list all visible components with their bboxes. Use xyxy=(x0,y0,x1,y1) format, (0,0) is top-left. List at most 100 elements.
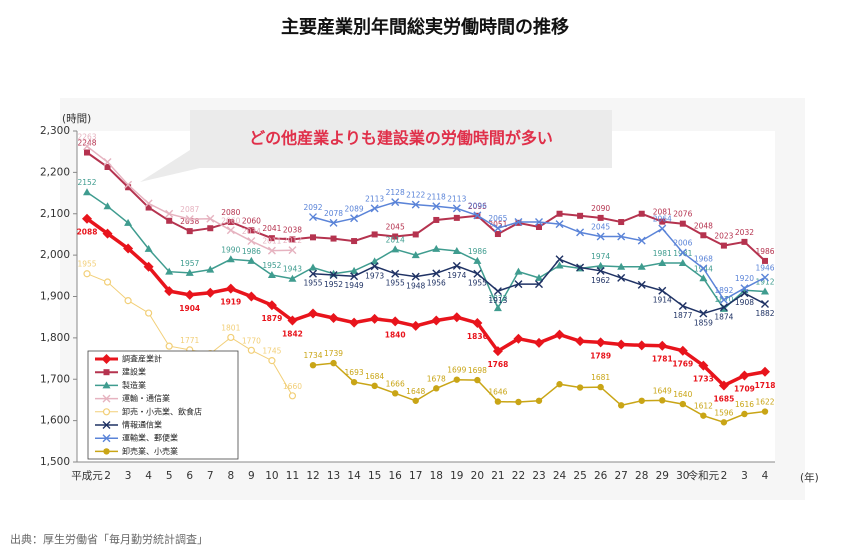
data-label: 1955 xyxy=(386,279,405,288)
marker xyxy=(412,397,419,404)
data-label: 2012 xyxy=(283,236,302,245)
data-label: 2060 xyxy=(221,216,240,225)
marker xyxy=(391,198,400,207)
data-label: 1946 xyxy=(755,263,774,272)
y-tick-label: 2,100 xyxy=(40,208,70,220)
marker xyxy=(617,402,625,409)
data-label: 2113 xyxy=(447,194,466,203)
y-tick-label: 1,900 xyxy=(40,291,70,303)
data-label: 1955 xyxy=(468,279,487,288)
data-label: 1948 xyxy=(406,282,425,291)
marker xyxy=(103,448,110,455)
marker xyxy=(576,263,585,272)
marker xyxy=(741,410,748,418)
data-label: 1836 xyxy=(467,332,488,341)
marker xyxy=(309,269,317,278)
marker xyxy=(268,235,275,242)
marker xyxy=(576,384,584,391)
marker xyxy=(433,385,440,392)
marker xyxy=(658,224,667,233)
data-label: 1596 xyxy=(714,408,733,417)
marker xyxy=(433,216,440,223)
data-label: 1912 xyxy=(755,278,774,287)
marker xyxy=(636,340,647,351)
data-label: 1882 xyxy=(755,309,774,318)
x-tick-label: 15 xyxy=(368,470,381,482)
x-tick-label: 24 xyxy=(553,470,567,482)
marker xyxy=(719,295,728,304)
data-label: 2023 xyxy=(714,232,733,241)
data-label: 2076 xyxy=(673,210,692,219)
marker xyxy=(227,333,235,342)
marker xyxy=(207,225,214,232)
x-tick-label: 16 xyxy=(388,470,402,482)
marker xyxy=(492,346,503,357)
marker xyxy=(308,308,318,319)
marker xyxy=(595,337,606,348)
x-tick-label: 25 xyxy=(573,470,586,482)
marker xyxy=(330,235,337,242)
marker xyxy=(309,213,317,222)
marker xyxy=(761,408,769,415)
marker xyxy=(102,228,113,239)
data-label: 1986 xyxy=(468,247,487,256)
data-label: 1955 xyxy=(303,279,322,288)
callout-text: どの他産業よりも建設業の労働時間が多い xyxy=(249,129,553,148)
data-label: 1698 xyxy=(468,366,487,375)
data-label: 1734 xyxy=(303,351,322,360)
data-label: 2080 xyxy=(221,208,240,217)
marker xyxy=(473,211,482,220)
data-label: 2089 xyxy=(345,204,364,213)
callout: どの他産業よりも建設業の労働時間が多い xyxy=(140,110,612,182)
data-label: 2152 xyxy=(77,178,96,187)
marker xyxy=(370,204,379,213)
data-label: 1962 xyxy=(591,276,610,285)
marker xyxy=(617,232,626,241)
marker xyxy=(82,213,92,224)
marker xyxy=(185,268,194,276)
series-line xyxy=(86,191,766,311)
marker xyxy=(102,394,111,403)
marker xyxy=(246,291,257,302)
marker xyxy=(637,280,646,289)
marker xyxy=(617,262,626,270)
data-label: 2034 xyxy=(242,227,261,236)
data-label: 2045 xyxy=(591,223,610,232)
marker xyxy=(556,381,563,388)
data-label: 1709 xyxy=(734,385,755,394)
data-label: 1693 xyxy=(345,368,364,377)
data-label: 1952 xyxy=(262,261,281,270)
data-label: 1908 xyxy=(735,298,754,307)
y-tick-label: 2,200 xyxy=(40,166,70,178)
x-tick-label: 4 xyxy=(145,470,152,482)
x-tick-label: 29 xyxy=(656,470,669,482)
x-tick-label: 9 xyxy=(248,470,255,482)
marker xyxy=(699,309,708,318)
marker xyxy=(102,434,111,443)
marker xyxy=(84,149,90,156)
marker xyxy=(287,315,298,326)
marker xyxy=(349,317,360,328)
marker xyxy=(205,287,216,298)
legend: 調査産業計建設業製造業運輸・通信業卸売・小売業、飲食店情報通信業運輸業、郵便業卸… xyxy=(87,350,239,460)
marker xyxy=(493,304,502,312)
x-tick-label: 2 xyxy=(721,470,728,482)
data-label: 2011 xyxy=(262,237,281,246)
marker xyxy=(392,233,399,240)
chart-title: 主要産業別年間総実労働時間の推移 xyxy=(281,16,569,38)
marker xyxy=(597,383,604,391)
data-label: 1699 xyxy=(447,366,466,375)
x-tick-label: 23 xyxy=(532,470,545,482)
marker xyxy=(125,184,132,191)
marker xyxy=(761,273,769,282)
marker xyxy=(247,237,256,246)
data-label: 1771 xyxy=(180,336,199,345)
marker xyxy=(186,228,193,235)
marker xyxy=(678,302,687,311)
x-tick-label: 2 xyxy=(104,470,111,482)
data-label: 1874 xyxy=(714,312,733,321)
marker xyxy=(493,224,502,233)
